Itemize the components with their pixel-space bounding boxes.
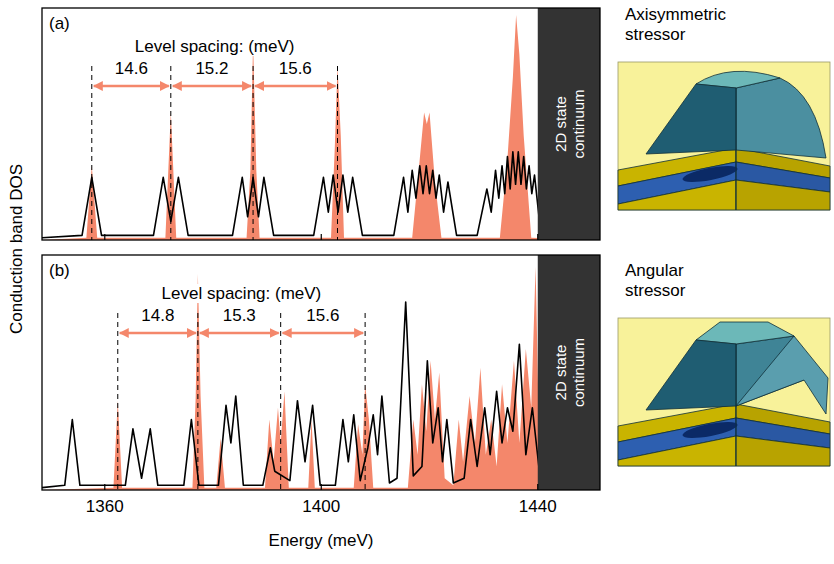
text-backdrop	[221, 306, 258, 325]
plot-marks	[42, 255, 600, 490]
diagram-title-line: stressor	[625, 25, 686, 44]
diagram-title: Angularstressor	[625, 261, 686, 300]
figure: 2D statecontinuum(a)Level spacing: (meV)…	[0, 0, 834, 564]
stressor-diagram	[618, 318, 830, 466]
text-backdrop	[113, 59, 150, 78]
y-axis-title: Conduction band DOS	[7, 164, 26, 334]
stressor-top	[696, 322, 794, 344]
diagram-title: Axisymmetricstressor	[625, 5, 727, 44]
dos-line	[42, 302, 600, 488]
spacing-arrow	[283, 332, 363, 335]
diagram-edge	[736, 344, 737, 466]
text-backdrop	[139, 306, 176, 325]
continuum-label-line: 2D state	[552, 96, 569, 152]
continuum-label-line: continuum	[570, 89, 587, 158]
x-tick	[321, 484, 322, 490]
layer-bottom	[618, 180, 736, 210]
diagram-edge	[736, 88, 737, 210]
continuum-label-line: 2D state	[552, 345, 569, 401]
plot-frame	[42, 255, 600, 490]
spacing-value: 15.3	[223, 306, 256, 325]
stressor-surface	[736, 78, 826, 158]
stressor-cut	[646, 340, 736, 410]
plot-frame	[42, 8, 600, 240]
spacing-guide	[253, 66, 254, 240]
stressor-diagram	[618, 62, 830, 210]
spacing-arrow	[120, 332, 196, 335]
plot-marks	[42, 8, 600, 240]
x-axis-title: Energy (meV)	[269, 531, 374, 550]
x-tick-label: 1360	[86, 497, 124, 516]
spacing-guide	[365, 313, 366, 490]
continuum-band	[538, 8, 600, 240]
text-backdrop	[133, 37, 297, 56]
panel-letter: (a)	[49, 14, 70, 33]
layer-bottom-side	[736, 180, 830, 210]
spacing-guide	[117, 313, 118, 490]
x-tick-label: 1400	[302, 497, 340, 516]
spacing-guide	[280, 313, 281, 490]
text-backdrop	[160, 284, 324, 303]
x-tick	[104, 484, 105, 490]
spacing-guide	[170, 66, 171, 240]
x-tick	[537, 234, 538, 240]
dos-line	[42, 152, 600, 238]
spacing-value: 15.6	[306, 306, 339, 325]
continuum-label-line: continuum	[570, 338, 587, 407]
dos-area	[42, 267, 600, 490]
text-backdrop	[277, 59, 314, 78]
dos-area	[42, 15, 600, 240]
spacing-title: Level spacing: (meV)	[162, 284, 322, 303]
spacing-arrow	[200, 332, 279, 335]
text-backdrop	[193, 59, 230, 78]
diagram-ground	[618, 318, 830, 466]
diagram-title-line: stressor	[625, 281, 686, 300]
diagram-title-line: Angular	[625, 261, 684, 280]
layer-bottom	[618, 436, 736, 466]
stressor-facet	[736, 336, 828, 414]
continuum-label: 2D statecontinuum	[552, 89, 587, 158]
spacing-guide	[337, 66, 338, 240]
x-tick	[321, 234, 322, 240]
stressor-cut	[646, 84, 736, 154]
panel: 2D statecontinuum 1360 1400 1440 Energy (meV…	[42, 255, 600, 550]
panel: 2D statecontinuum (a) Level spacing: (meV)…	[42, 8, 600, 240]
spacing-title: Level spacing: (meV)	[135, 37, 295, 56]
x-tick	[537, 484, 538, 490]
spacing-value: 15.6	[279, 59, 312, 78]
diagram-ground	[618, 62, 830, 210]
spacing-arrow	[255, 85, 335, 88]
layer-bottom-side	[736, 436, 830, 466]
diagram-title-line: Axisymmetric	[625, 5, 727, 24]
spacing-value: 15.2	[195, 59, 228, 78]
panel-letter: (b)	[49, 261, 70, 280]
spacing-arrow	[173, 85, 251, 88]
spacing-guide	[197, 313, 198, 490]
continuum-label: 2D statecontinuum	[552, 338, 587, 407]
spacing-guide	[91, 66, 92, 240]
spacing-arrow	[94, 85, 169, 88]
continuum-band	[538, 255, 600, 490]
spacing-value: 14.8	[141, 306, 174, 325]
x-tick-label: 1440	[519, 497, 557, 516]
spacing-value: 14.6	[115, 59, 148, 78]
x-tick	[104, 234, 105, 240]
text-backdrop	[304, 306, 341, 325]
